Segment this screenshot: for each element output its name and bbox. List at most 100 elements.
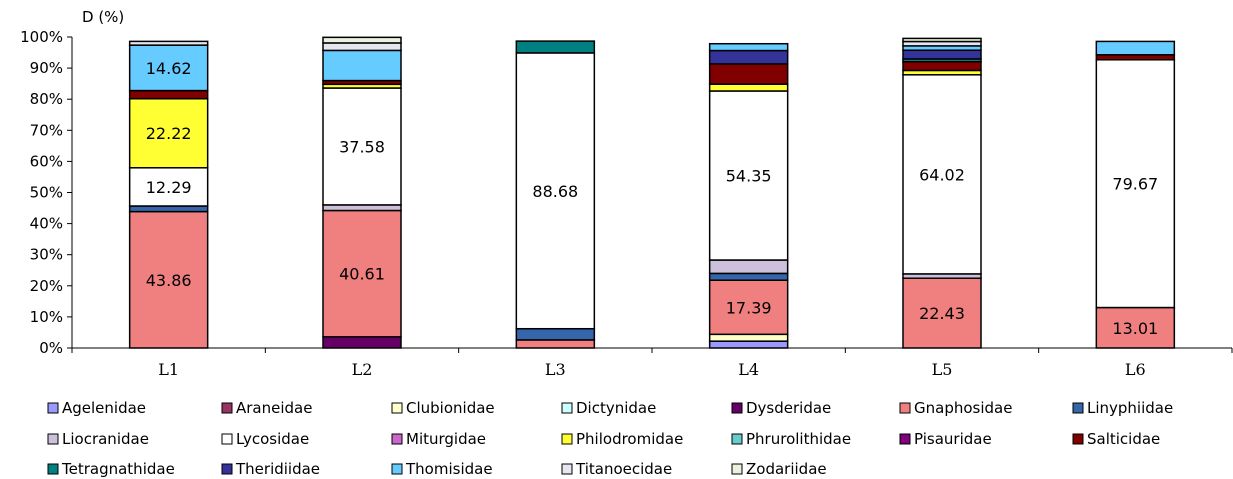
legend-label-tetragnathidae: Tetragnathidae [61,460,175,478]
legend-swatch-tetragnathidae [47,463,59,475]
data-label: 17.39 [726,298,772,317]
bar-segment-l5-lycosidae [902,74,982,275]
bar-segment-l4-clubionidae [708,333,789,342]
x-category-label: L3 [545,360,566,379]
bar-segment-l3-gnaphosidae [515,339,596,349]
data-label: 54.35 [726,167,772,186]
legend-swatch-dysderidae [731,402,743,414]
bar-segment-l2-dysderidae [322,336,402,349]
legend: Agelenidae Araneidae Clubionidae Dictynidae… [47,399,1173,478]
legend-swatch-zodariidae [731,463,743,475]
legend-swatch-philodromidae [561,433,573,445]
y-tick-label: 50% [30,184,63,202]
bar-segment-l4-liocranidae [708,259,789,275]
legend-swatch-liocranidae [47,433,59,445]
y-tick-label: 30% [30,246,63,264]
bar-segment-l5-zodariidae [902,37,982,43]
y-axis-ticks: 0% 10% 20% 30% 40% 50% 60% 70% 80% 90% 100% [20,28,72,357]
legend-swatch-theridiidae [221,463,233,475]
x-category-label: L5 [932,360,953,379]
y-tick-label: 60% [30,152,63,170]
data-label: 12.29 [146,178,192,197]
y-tick-label: 20% [30,277,63,295]
axes [71,37,1233,353]
legend-swatch-lycosidae [221,433,233,445]
legend-swatch-thomisidae [391,463,403,475]
x-category-label: L2 [352,360,373,379]
y-tick-label: 70% [30,121,63,139]
bar-segment-l2-thomisidae [322,49,402,82]
bar-segment-l1-thomisidae [128,44,209,92]
legend-swatch-dictynidae [561,402,573,414]
bar-segment-l1-gnaphosidae [128,210,209,349]
legend-label-liocranidae: Liocranidae [62,430,149,448]
bars [128,36,1176,349]
bar-segment-l4-agelenidae [708,340,789,349]
legend-label-phrurolithidae: Phrurolithidae [746,430,851,448]
legend-label-zodariidae: Zodariidae [746,460,827,478]
bar-segment-l5-salticidae [902,60,982,72]
bar-segment-l2-zodariidae [322,36,402,44]
bar-segment-l2-gnaphosidae [322,209,402,338]
legend-label-gnaphosidae: Gnaphosidae [914,399,1012,417]
data-label: 13.01 [1112,319,1158,338]
bar-segment-l3-linyphiidae [515,327,596,341]
legend-label-araneidae: Araneidae [236,399,312,417]
y-axis-label: D (%) [82,8,124,26]
bar-segment-l3-tetragnathidae [515,40,596,54]
bar-segment-l4-theridiidae [708,49,789,65]
legend-swatch-pisauridae [899,433,911,445]
legend-label-thomisidae: Thomisidae [405,460,493,478]
bar-segment-l4-linyphiidae [708,272,789,281]
bar-segment-l4-thomisidae [708,42,789,52]
y-tick-label: 80% [30,90,63,108]
bar-segment-l4-gnaphosidae [708,279,789,336]
y-tick-label: 100% [20,28,63,46]
bar-segment-l4-lycosidae [708,90,789,261]
legend-label-philodromidae: Philodromidae [576,430,683,448]
legend-swatch-miturgidae [391,433,403,445]
x-category-label: L6 [1125,360,1146,379]
x-category-label: L1 [158,360,179,379]
data-label: 43.86 [146,271,192,290]
legend-swatch-araneidae [221,402,233,414]
legend-swatch-linyphiidae [1072,402,1084,414]
legend-label-theridiidae: Theridiidae [235,460,320,478]
legend-label-miturgidae: Miturgidae [406,430,486,448]
y-tick-label: 40% [30,215,63,233]
bar-segment-l1-lycosidae [128,167,209,207]
data-label: 22.22 [146,124,192,143]
bar-segment-l2-titanoecidae [322,42,402,52]
y-tick-label: 10% [30,308,63,326]
bar-segment-l2-liocranidae [322,204,402,212]
bar-segment-l6-thomisidae [1095,40,1176,56]
legend-swatch-gnaphosidae [899,402,911,414]
bar-segment-l1-titanoecidae [128,40,209,46]
data-label: 14.62 [146,59,192,78]
bar-segment-l4-salticidae [708,63,789,85]
bar-segment-l1-philodromidae [128,97,209,169]
bar-segment-l5-theridiidae [902,49,982,60]
data-label: 22.43 [919,304,965,323]
bar-segment-l3-lycosidae [515,52,596,330]
legend-label-titanoecidae: Titanoecidae [575,460,672,478]
data-label: 88.68 [532,182,578,201]
data-label: 40.61 [339,265,385,284]
data-labels: 43.86 12.29 22.22 14.62 40.61 37.58 88.68 17.39… [146,59,1158,338]
bar-segment-l6-lycosidae [1095,59,1176,309]
data-label: 64.02 [919,165,965,184]
y-tick-label: 0% [39,339,63,357]
legend-label-pisauridae: Pisauridae [914,430,992,448]
bar-segment-l1-salticidae [128,89,209,100]
x-axis-categories: L1 L2 L3 L4 L5 L6 [158,360,1145,379]
legend-label-salticidae: Salticidae [1087,430,1160,448]
bar-segment-l1-linyphiidae [128,205,209,213]
legend-label-lycosidae: Lycosidae [236,430,309,448]
legend-swatch-titanoecidae [561,463,573,475]
legend-label-clubionidae: Clubionidae [406,399,495,417]
legend-label-dictynidae: Dictynidae [576,399,656,417]
y-tick-label: 90% [30,59,63,77]
legend-label-dysderidae: Dysderidae [746,399,831,417]
